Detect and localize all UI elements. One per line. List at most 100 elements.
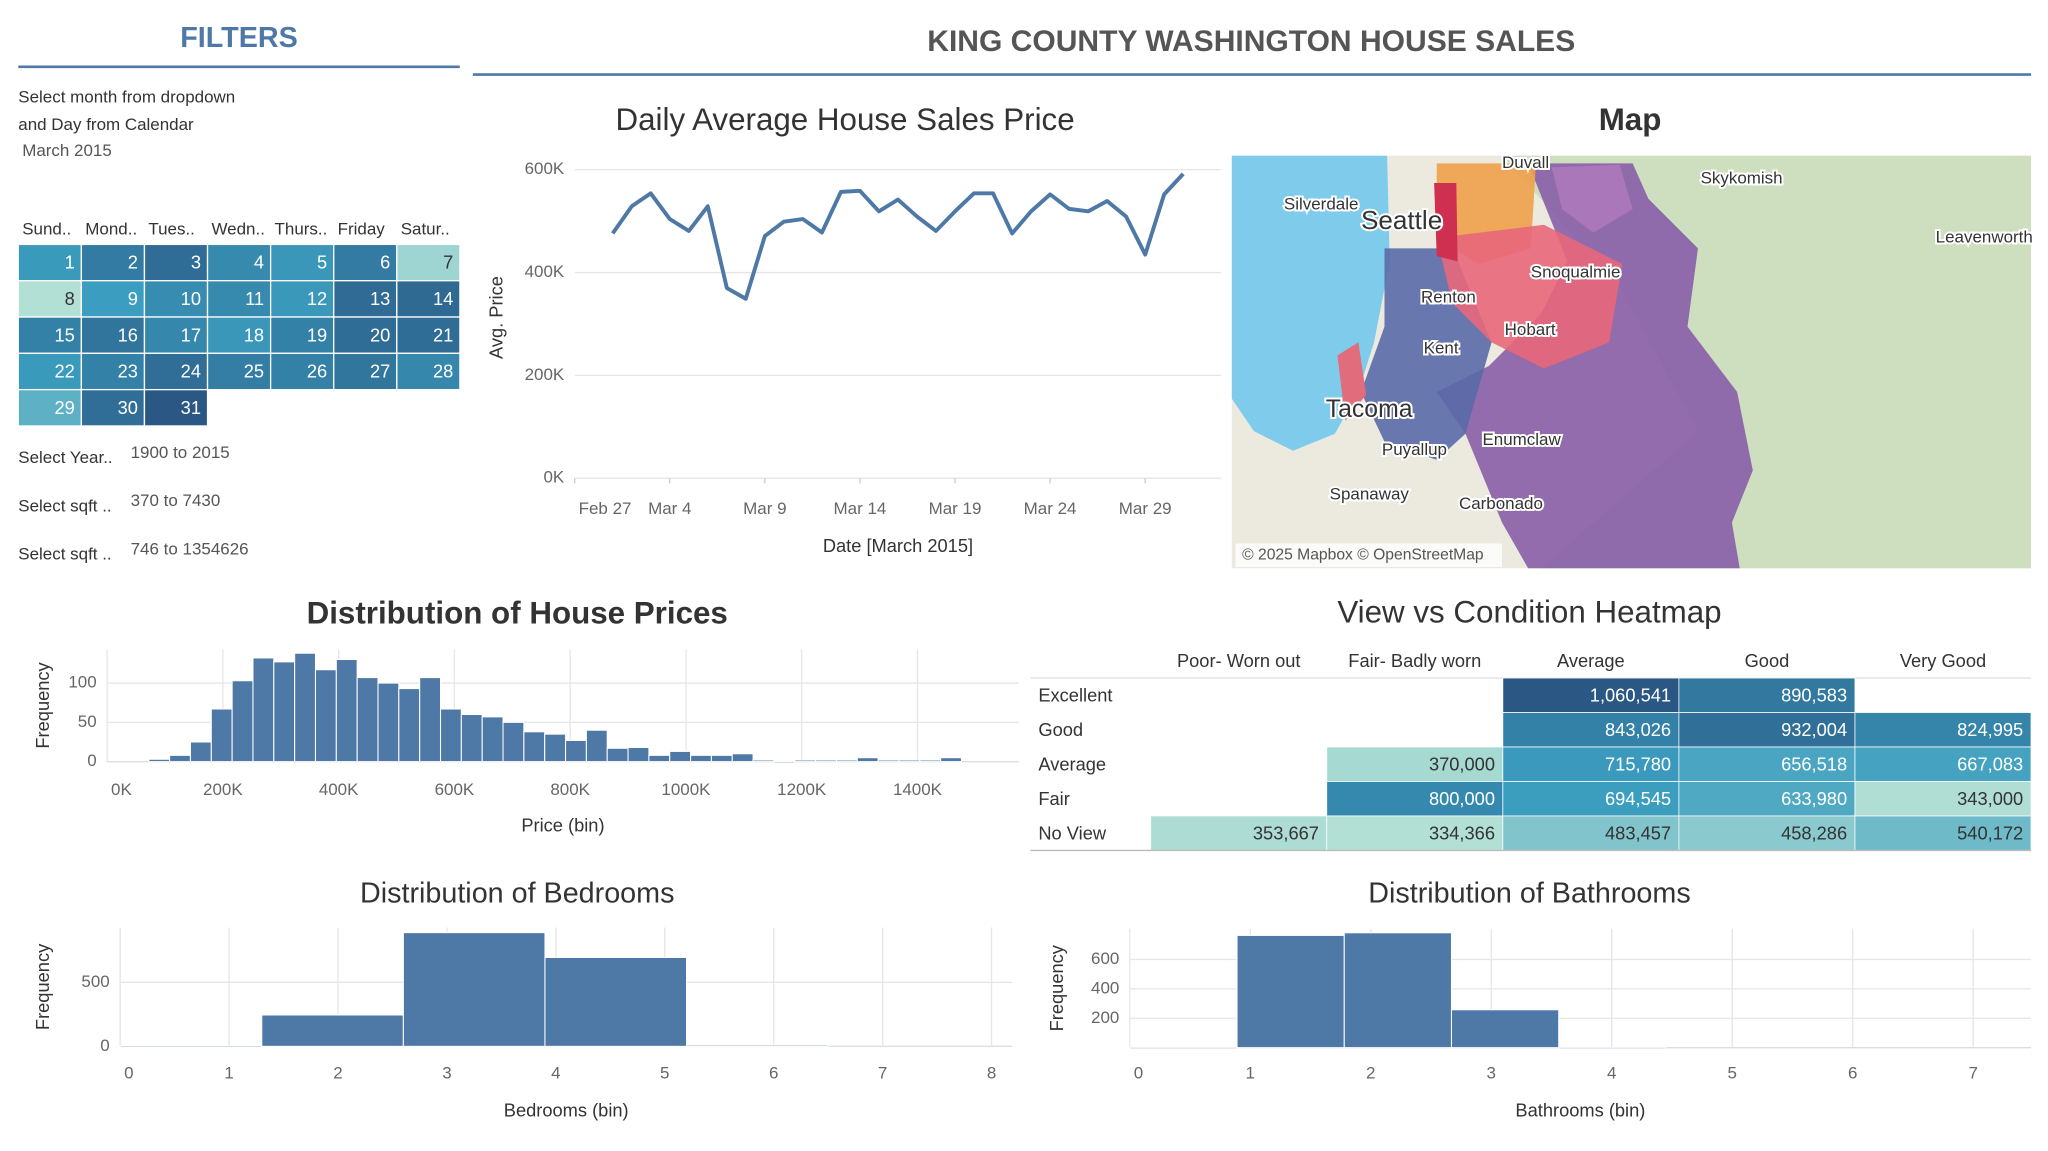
map-region — [1551, 164, 1633, 233]
map-place: Snoqualmie — [1531, 263, 1621, 282]
x-tick-label: Mar 4 — [648, 499, 691, 518]
histogram-bar — [377, 682, 400, 763]
calendar-day[interactable] — [333, 352, 398, 391]
y-tick-label: 200 — [1091, 1008, 1119, 1027]
histogram-bar — [1558, 1046, 1667, 1050]
histogram-bar — [686, 1044, 829, 1047]
calendar-day[interactable] — [143, 243, 209, 282]
histogram-bar — [544, 956, 688, 1047]
y-tick-label: 50 — [78, 712, 97, 731]
map-place: Enumclaw — [1482, 430, 1561, 449]
histogram-bar — [460, 713, 483, 763]
y-axis-title: Frequency — [32, 943, 53, 1030]
y-tick-label: 600 — [1091, 949, 1119, 968]
map-place: Seattle — [1361, 205, 1442, 235]
calendar-day[interactable] — [17, 352, 83, 391]
calendar-day-number: 14 — [433, 288, 453, 309]
y-tick-label: 100 — [68, 673, 96, 692]
weekday-label: Satur.. — [401, 220, 450, 239]
y-axis-title: Frequency — [32, 661, 53, 748]
calendar-day-number: 19 — [307, 324, 327, 345]
map-region — [1436, 163, 1753, 569]
x-axis-title: Price (bin) — [521, 815, 604, 836]
histogram-bar — [585, 729, 608, 763]
calendar-day[interactable] — [333, 316, 398, 354]
calendar-day[interactable] — [206, 280, 272, 318]
x-tick-label: 1200K — [777, 780, 827, 799]
calendar-day[interactable] — [396, 352, 461, 391]
y-tick-label: 400 — [1091, 978, 1119, 997]
calendar-day[interactable] — [206, 243, 272, 282]
dashboard-title: KING COUNTY WASHINGTON HOUSE SALES — [927, 25, 1575, 58]
histogram-bar — [523, 731, 546, 763]
range-filters: Select Year.. 1900 to 2015 Select sqft .. 3… — [18, 443, 248, 564]
histogram-bar — [481, 716, 504, 763]
heatmap-value: 656,518 — [1781, 753, 1847, 774]
row-header: Excellent — [1038, 684, 1112, 705]
calendar-day-number: 6 — [380, 252, 390, 273]
column-header: Poor- Worn out — [1177, 650, 1301, 671]
calendar-day[interactable] — [396, 280, 461, 318]
x-tick-label: Feb 27 — [579, 499, 632, 518]
histogram-bar — [815, 759, 837, 763]
map-place: Spanaway — [1330, 485, 1410, 504]
map-place: Carbonado — [1459, 494, 1543, 513]
histogram-bar — [231, 680, 254, 763]
map[interactable]: Silverdale Seattle Duvall Skykomish Leav… — [1231, 151, 2035, 569]
x-tick-label: 8 — [987, 1063, 996, 1082]
heatmap-value: 694,545 — [1605, 788, 1671, 809]
histogram-bar — [314, 669, 337, 763]
calendar-day[interactable] — [80, 388, 146, 427]
calendar: Sund.. Mond.. Tues.. Wedn.. Thurs.. Friday Sat… — [17, 220, 461, 427]
month-dropdown[interactable]: March 2015 — [22, 141, 112, 160]
map-place: Puyallup — [1382, 440, 1447, 459]
heatmap-cell — [1502, 677, 1680, 713]
map-place: Duvall — [1502, 153, 1549, 172]
calendar-day[interactable] — [333, 243, 398, 282]
calendar-day-number: 22 — [55, 361, 75, 382]
heatmap-cell — [1678, 677, 1856, 713]
histogram-bar — [402, 932, 546, 1047]
histogram-bar — [1450, 1009, 1560, 1049]
line-series — [611, 172, 1185, 301]
weekday-label: Tues.. — [148, 220, 195, 239]
histogram-bar — [210, 708, 233, 763]
chart-title: Distribution of Bedrooms — [360, 877, 674, 909]
calendar-day-number: 15 — [55, 324, 75, 345]
calendar-day-number: 1 — [65, 252, 75, 273]
calendar-day[interactable] — [269, 352, 335, 391]
calendar-day[interactable] — [143, 316, 209, 354]
histogram-bar — [273, 661, 296, 763]
range-value[interactable]: 746 to 1354626 — [131, 540, 249, 559]
range-value[interactable]: 370 to 7430 — [131, 491, 221, 510]
x-tick-label: 1 — [224, 1063, 233, 1082]
heatmap-value: 458,286 — [1781, 822, 1847, 843]
histogram-bar — [294, 652, 317, 763]
calendar-day-number: 10 — [181, 288, 201, 309]
calendar-day-number: 2 — [128, 252, 138, 273]
calendar-day[interactable] — [143, 388, 209, 427]
map-title: Map — [1599, 102, 1662, 137]
calendar-day[interactable] — [17, 316, 83, 354]
calendar-day[interactable] — [143, 352, 209, 391]
map-region — [1434, 183, 1458, 262]
calendar-day[interactable] — [396, 243, 461, 282]
column-header: Very Good — [1900, 650, 1986, 671]
calendar-day[interactable] — [80, 352, 146, 391]
histogram-bar — [439, 708, 462, 763]
heatmap-cell — [1326, 815, 1504, 851]
map-attribution[interactable]: © 2025 Mapbox © OpenStreetMap — [1242, 546, 1484, 563]
calendar-day[interactable] — [396, 316, 461, 354]
histogram-bar — [690, 754, 712, 763]
calendar-day[interactable] — [269, 280, 335, 318]
calendar-day-number: 12 — [307, 288, 327, 309]
x-tick-label: Mar 19 — [929, 499, 982, 518]
heatmap-value: 540,172 — [1957, 822, 2023, 843]
range-value[interactable]: 1900 to 2015 — [131, 443, 230, 462]
histogram-bar — [252, 657, 275, 763]
weekday-label: Wedn.. — [211, 220, 264, 239]
x-tick-label: 600K — [435, 780, 475, 799]
map-place: Renton — [1421, 287, 1476, 306]
row-header: Good — [1038, 719, 1083, 740]
